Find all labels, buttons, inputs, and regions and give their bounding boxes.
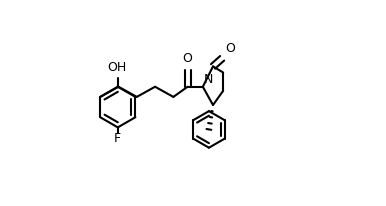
Text: OH: OH [107,61,126,74]
Text: O: O [183,52,193,65]
Text: O: O [225,42,235,55]
Text: F: F [114,132,121,145]
Text: N: N [204,73,213,86]
